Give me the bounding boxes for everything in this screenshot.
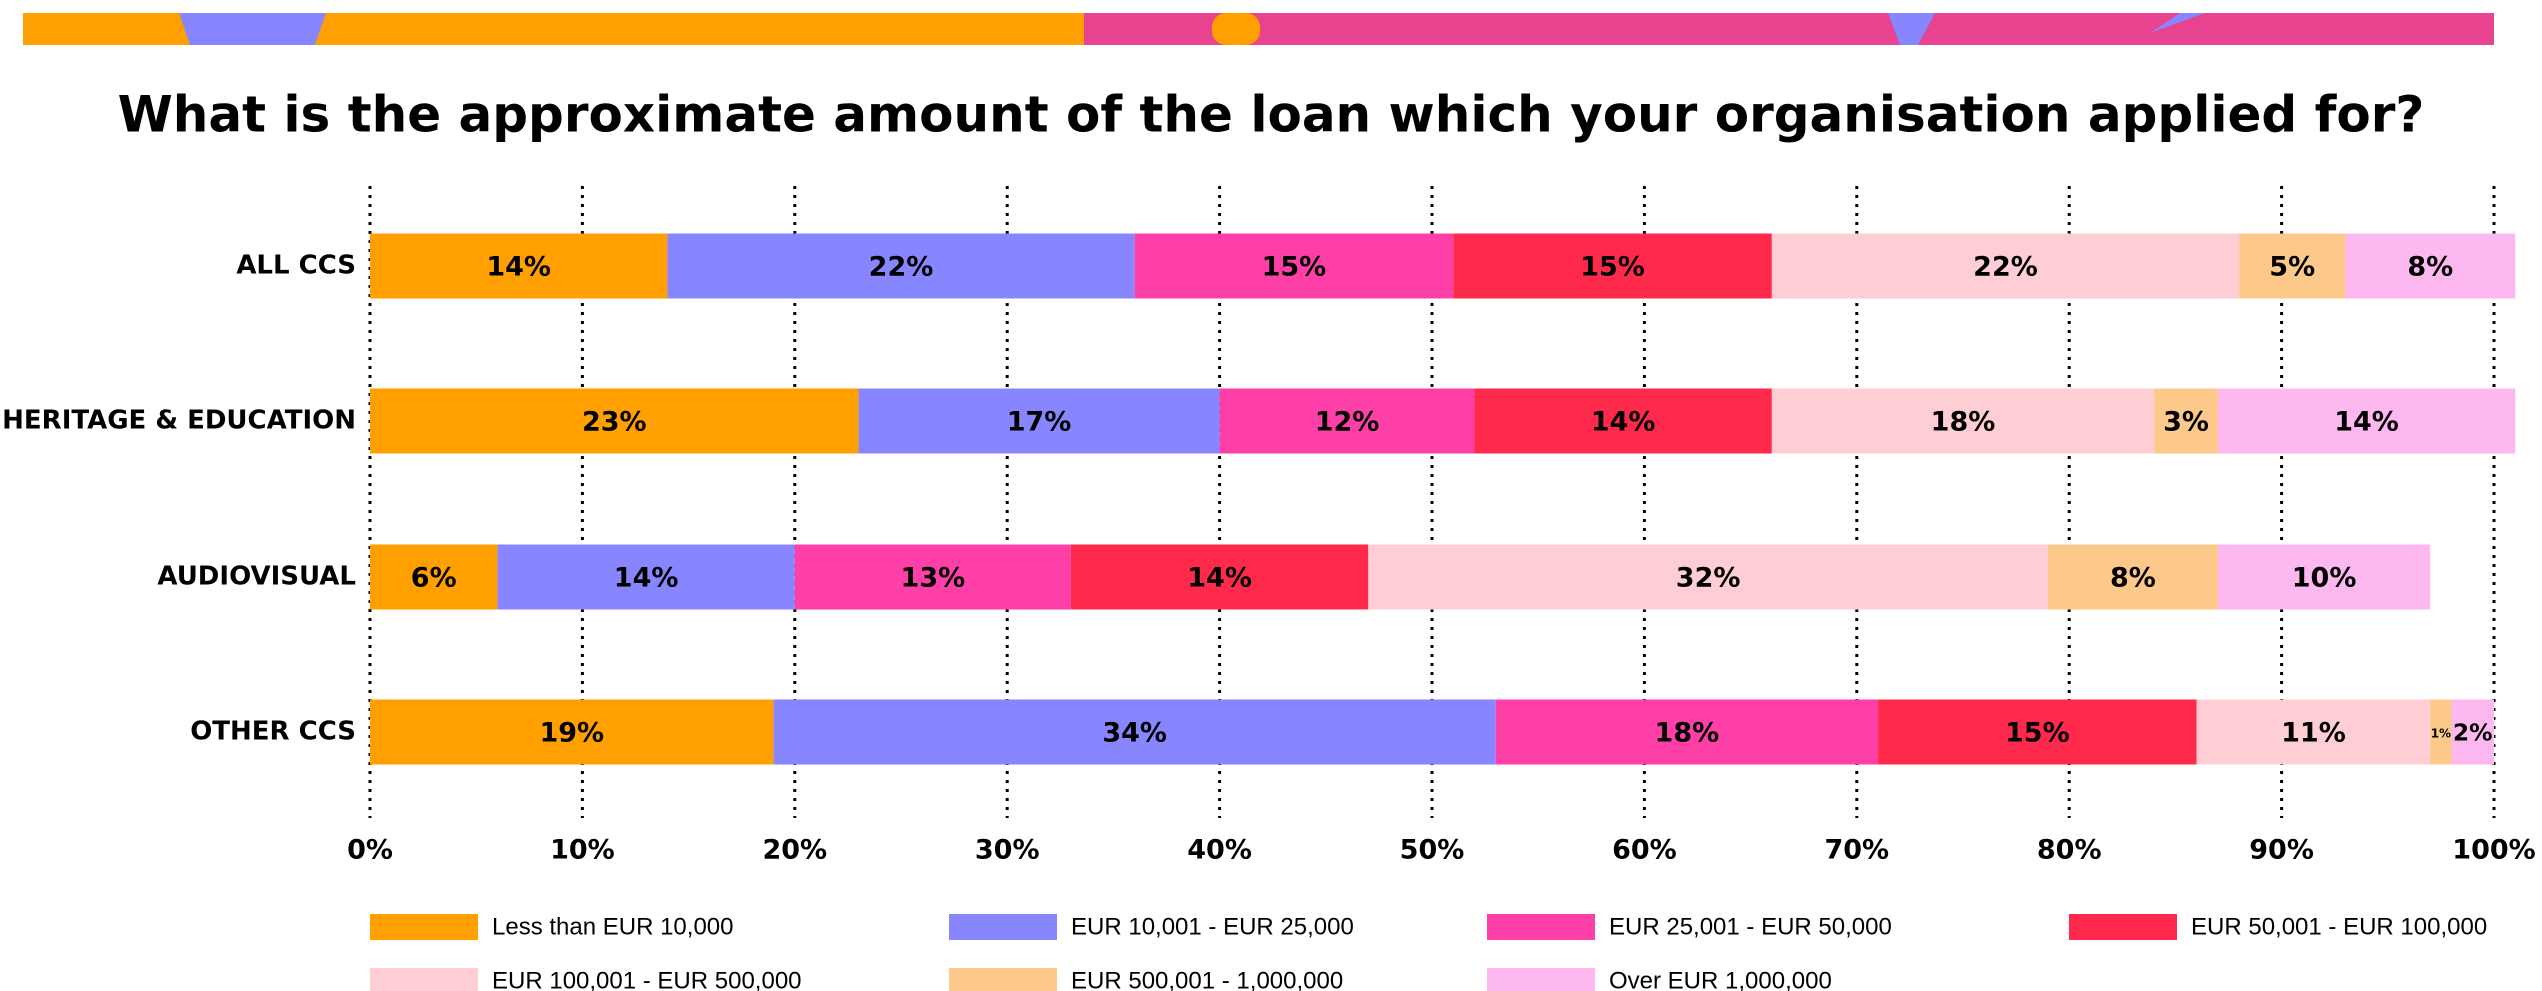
category-label: AUDIOVISUAL: [157, 562, 356, 592]
bar-value-label: 34%: [1102, 718, 1167, 749]
bar-value-label: 12%: [1315, 407, 1380, 438]
legend-label: Less than EUR 10,000: [492, 913, 734, 940]
bar-value-label: 15%: [1262, 252, 1327, 283]
legend-swatch: [1487, 968, 1595, 991]
category-label: OTHER CCS: [190, 717, 356, 747]
legend-label: EUR 25,001 - EUR 50,000: [1609, 913, 1892, 940]
bar-value-label: 2%: [2453, 719, 2493, 747]
x-tick-label: 70%: [1824, 835, 1889, 866]
bar-value-label: 5%: [2269, 252, 2315, 283]
bar-value-label: 19%: [539, 718, 604, 749]
bar-value-label: 15%: [2005, 718, 2070, 749]
bar-value-label: 10%: [2292, 563, 2357, 594]
bar-value-label: 1%: [2431, 727, 2451, 741]
x-tick-label: 60%: [1612, 835, 1677, 866]
bar-value-label: 14%: [1187, 563, 1252, 594]
legend-swatch: [370, 968, 478, 991]
x-tick-label: 90%: [2249, 835, 2314, 866]
legend-swatch: [1487, 914, 1595, 940]
bar-value-label: 8%: [2407, 252, 2453, 283]
legend-swatch: [949, 968, 1057, 991]
bar-value-label: 6%: [411, 563, 457, 594]
bar-value-label: 13%: [901, 563, 966, 594]
x-tick-label: 40%: [1187, 835, 1252, 866]
x-tick-label: 100%: [2452, 835, 2535, 866]
legend-label: EUR 100,001 - EUR 500,000: [492, 967, 802, 991]
bar-value-label: 23%: [582, 407, 647, 438]
category-label: ALL CCS: [236, 251, 356, 281]
legend-swatch: [370, 914, 478, 940]
legend-label: EUR 10,001 - EUR 25,000: [1071, 913, 1354, 940]
bar-value-label: 8%: [2110, 563, 2156, 594]
page: What is the approximate amount of the lo…: [0, 0, 2542, 991]
legend-label: Over EUR 1,000,000: [1609, 967, 1832, 991]
bar-value-label: 15%: [1580, 252, 1645, 283]
bar-value-label: 14%: [614, 563, 679, 594]
legend-swatch: [949, 914, 1057, 940]
bar-value-label: 14%: [2334, 407, 2399, 438]
bar-value-label: 32%: [1676, 563, 1741, 594]
legend-label: EUR 500,001 - 1,000,000: [1071, 967, 1343, 991]
bar-value-label: 22%: [869, 252, 934, 283]
x-tick-label: 30%: [975, 835, 1040, 866]
chart: What is the approximate amount of the lo…: [0, 0, 2542, 991]
x-tick-label: 0%: [347, 835, 393, 866]
bar-value-label: 3%: [2163, 407, 2209, 438]
bar-value-label: 17%: [1007, 407, 1072, 438]
bar-value-label: 14%: [1591, 407, 1656, 438]
legend-label: EUR 50,001 - EUR 100,000: [2191, 913, 2487, 940]
bar-value-label: 11%: [2281, 718, 2346, 749]
bar-value-label: 18%: [1931, 407, 1996, 438]
x-tick-label: 20%: [762, 835, 827, 866]
bar-value-label: 22%: [1973, 252, 2038, 283]
x-tick-label: 10%: [550, 835, 615, 866]
bar-value-label: 14%: [486, 252, 551, 283]
x-tick-label: 50%: [1400, 835, 1465, 866]
chart-title: What is the approximate amount of the lo…: [118, 86, 2425, 144]
bar-value-label: 18%: [1655, 718, 1720, 749]
category-label: HERITAGE & EDUCATION: [2, 406, 356, 436]
decor-strip: [23, 13, 2494, 45]
x-tick-label: 80%: [2037, 835, 2102, 866]
legend-swatch: [2069, 914, 2177, 940]
